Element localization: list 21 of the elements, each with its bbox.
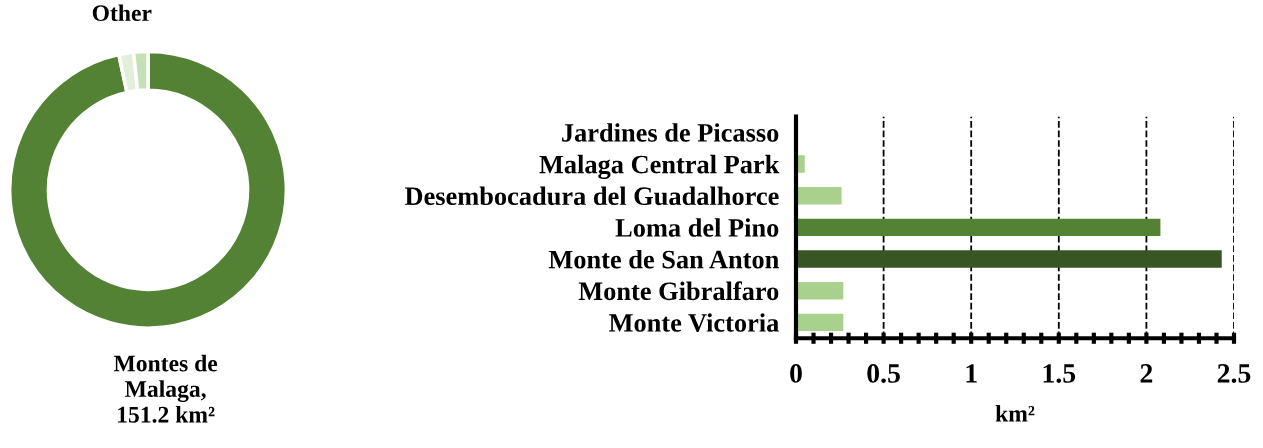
y-tick-label: Monte Victoria bbox=[609, 313, 779, 332]
x-tick-label: 2.5 bbox=[1217, 364, 1251, 383]
slice-label: Other bbox=[92, 4, 152, 22]
x-tick-label: 1.5 bbox=[1043, 364, 1076, 383]
x-tick-label: 0.5 bbox=[867, 364, 900, 383]
x-tick-label: 0 bbox=[790, 364, 802, 383]
y-tick-label: Monte de San Anton bbox=[548, 249, 779, 269]
y-tick-label: Monte Gibralfaro bbox=[578, 281, 779, 301]
x-axis-title: km² bbox=[995, 405, 1035, 422]
bar bbox=[796, 282, 844, 300]
bar bbox=[796, 186, 842, 205]
y-tick-label: Malaga Central Park bbox=[539, 154, 780, 179]
x-tick-label: 1 bbox=[966, 364, 977, 383]
bar bbox=[796, 313, 844, 332]
slice-label: Montes de Malaga, 151.2 km² bbox=[113, 354, 218, 423]
bar bbox=[796, 218, 1161, 237]
y-tick-label: Desembocadura del Guadalhorce bbox=[404, 186, 779, 206]
y-tick-label: Jardines de Picasso bbox=[562, 123, 779, 142]
x-tick-label: 2 bbox=[1140, 364, 1153, 383]
bar bbox=[796, 250, 1222, 268]
y-tick-label: Loma del Pino bbox=[615, 218, 779, 237]
